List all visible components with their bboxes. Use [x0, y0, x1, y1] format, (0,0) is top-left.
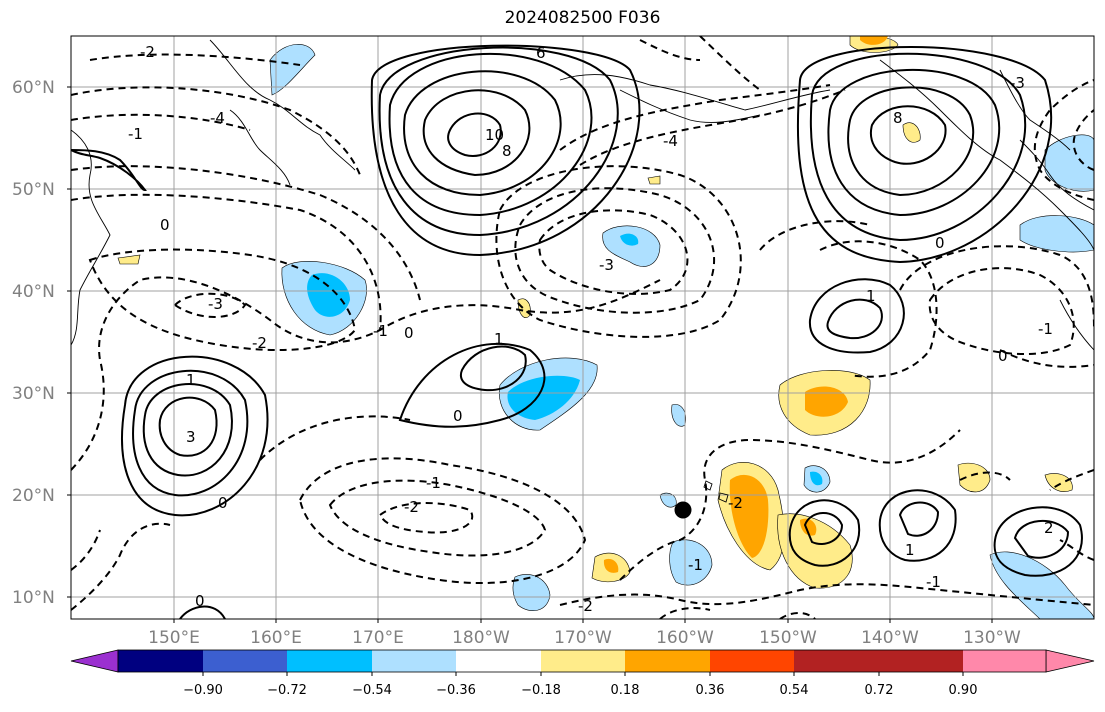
axis-ticks — [67, 86, 993, 623]
contour-label: -3 — [599, 256, 614, 274]
contour-label: 0 — [195, 592, 205, 610]
colorbar-segment — [203, 650, 287, 672]
contour-label: 3 — [186, 428, 196, 446]
colorbar-tick-label: −0.90 — [183, 683, 223, 698]
positive-contours — [71, 44, 1083, 619]
lon-label: 140°W — [861, 628, 919, 648]
map-title: 2024082500 F036 — [504, 8, 661, 28]
contour-label: 6 — [536, 44, 546, 62]
contour-label: -1 — [1038, 320, 1053, 338]
contour-label: 0 — [218, 494, 228, 512]
contour-label: 1 — [186, 371, 196, 389]
contour-label: -4 — [663, 132, 678, 150]
colorbar-tick-label: 0.72 — [865, 683, 894, 698]
contour-labels: -2 -1 -4 -3 -2 -1 0 0 1 0 1 3 0 -2 -1 0 … — [128, 43, 1054, 615]
contour-label: -4 — [210, 109, 225, 127]
negative-contours — [71, 36, 1094, 619]
colorbar-segment — [625, 650, 710, 672]
contour-label: -3 — [1010, 74, 1025, 92]
colorbar-segment — [287, 650, 372, 672]
colorbar-segment — [456, 650, 541, 672]
lon-label: 180°W — [452, 628, 510, 648]
contour-label: 10 — [485, 126, 504, 144]
contour-label: 1 — [905, 541, 915, 559]
lon-label: 130°W — [963, 628, 1021, 648]
lon-label: 170°E — [352, 628, 404, 648]
colorbar-tick-label: 0.36 — [696, 683, 725, 698]
longitude-labels: 150°E 160°E 170°E 180°W 170°W 160°W 150°… — [148, 628, 1021, 648]
positive-shading — [117, 36, 1073, 589]
coastlines — [71, 39, 1094, 503]
contour-label: -2 — [404, 498, 419, 516]
contour-label: -2 — [140, 43, 155, 61]
contour-label: 8 — [893, 109, 903, 127]
lat-label: 20°N — [12, 486, 55, 506]
contour-label: -2 — [728, 494, 743, 512]
contour-label: -1 — [688, 556, 703, 574]
colorbar-tick-label: 0.18 — [611, 683, 640, 698]
colorbar: −0.90 −0.72 −0.54 −0.36 −0.18 0.18 0.36 … — [70, 649, 1095, 698]
colorbar-tick-label: −0.36 — [436, 683, 476, 698]
contour-label: -3 — [208, 295, 223, 313]
lat-label: 30°N — [12, 384, 55, 404]
lat-label: 60°N — [12, 78, 55, 98]
colorbar-tick-label: 0.90 — [949, 683, 978, 698]
colorbar-segment — [794, 650, 879, 672]
lon-label: 150°E — [148, 628, 200, 648]
contour-label: 0 — [404, 324, 414, 342]
colorbar-extend-max — [1045, 649, 1095, 673]
lat-label: 40°N — [12, 282, 55, 302]
lat-label: 10°N — [12, 588, 55, 608]
colorbar-segment — [372, 650, 456, 672]
contour-label: -1 — [426, 474, 441, 492]
contour-label: -1 — [128, 125, 143, 143]
colorbar-ticks — [202, 672, 964, 676]
lon-label: 170°W — [554, 628, 612, 648]
contour-label: 2 — [1044, 519, 1054, 537]
colorbar-segment — [963, 650, 1046, 672]
contour-label: -2 — [578, 597, 593, 615]
colorbar-tick-label: −0.18 — [521, 683, 561, 698]
contour-label: 0 — [453, 407, 463, 425]
contour-label: -1 — [926, 573, 941, 591]
contour-label: 0 — [160, 216, 170, 234]
station-marker — [674, 501, 692, 519]
contour-label: 1 — [866, 287, 876, 305]
lon-label: 160°W — [656, 628, 714, 648]
latitude-labels: 60°N 50°N 40°N 30°N 20°N 10°N — [12, 78, 55, 608]
lon-label: 150°W — [759, 628, 817, 648]
colorbar-tick-label: 0.54 — [780, 683, 809, 698]
contour-label: 8 — [502, 142, 512, 160]
colorbar-tick-label: −0.72 — [267, 683, 307, 698]
colorbar-frame — [117, 649, 1047, 673]
contour-lines — [71, 36, 1094, 619]
contour-label: -2 — [252, 334, 267, 352]
colorbar-segment — [541, 650, 625, 672]
contour-label: 0 — [935, 234, 945, 252]
contour-label: 0 — [998, 347, 1008, 365]
colorbar-segment — [118, 650, 203, 672]
contour-label: -1 — [373, 322, 388, 340]
lon-label: 160°E — [250, 628, 302, 648]
colorbar-segment — [710, 650, 794, 672]
contour-label: 1 — [494, 330, 504, 348]
colorbar-segment — [879, 650, 963, 672]
colorbar-tick-label: −0.54 — [352, 683, 392, 698]
lat-label: 50°N — [12, 180, 55, 200]
colorbar-extend-min — [70, 649, 119, 673]
